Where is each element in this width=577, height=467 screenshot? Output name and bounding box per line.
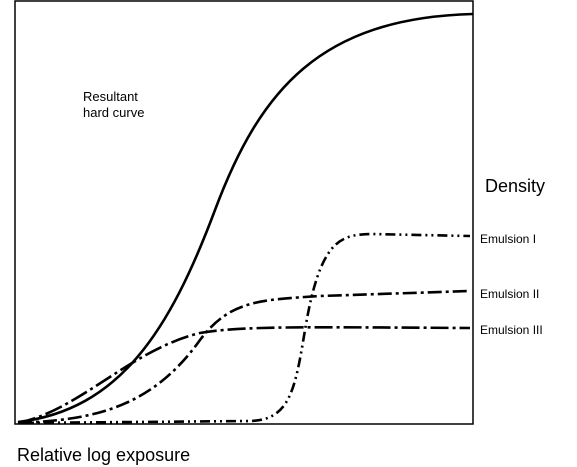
emulsion-i-curve [17, 232, 471, 425]
hard-curve-label: hard curve [83, 105, 144, 120]
emulsion-ii-curve [17, 289, 471, 425]
y-axis-label: Density [485, 176, 545, 196]
emulsion-iii-curve [17, 325, 471, 425]
hard-curve [17, 12, 474, 424]
frame [14, 0, 474, 425]
curve-label: Emulsion II [480, 287, 539, 301]
x-axis-label: Relative log exposure [17, 445, 190, 465]
hard-curve-label: Resultant [83, 89, 138, 104]
curve-label: Emulsion I [480, 232, 536, 246]
curve-label: Emulsion III [480, 323, 543, 337]
